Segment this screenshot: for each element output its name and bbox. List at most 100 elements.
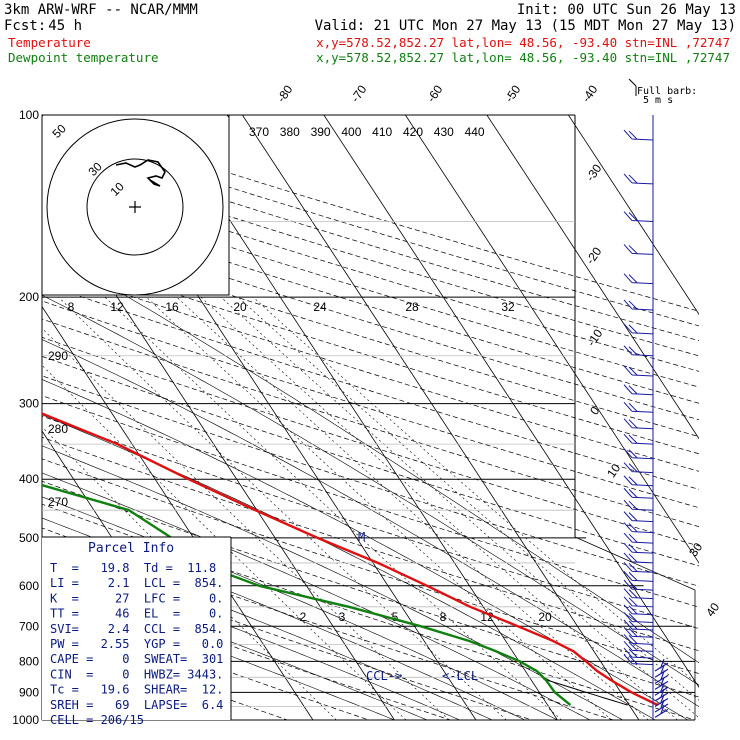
wind-barb-icon [623,448,654,460]
mixing-ratio-label: 32 [501,300,515,314]
wind-barb-icon [623,579,654,591]
isotherm-label: -20 [583,244,605,267]
wind-barb-icon [623,634,654,645]
wind-barb-icon [623,588,654,600]
m-marker: M [358,530,365,544]
barb-legend-icon [628,78,637,96]
hodograph-trace [115,159,166,187]
wind-barb-icon [654,699,669,713]
wind-barb-icon [623,323,654,335]
moist-adiabat [42,496,558,720]
init-time: Init: 00 UTC Sun 26 May 13 [517,2,736,18]
isotherm-label: 10 [604,461,623,480]
wind-barb-icon [654,677,669,690]
moist-adiabat [42,472,591,720]
isotherm [323,115,699,688]
dry-adiabat [42,265,699,472]
mixing-ratio-label: 12 [110,300,124,314]
pressure-tick-label: 100 [19,108,39,122]
wind-barb-icon [654,688,669,702]
dry-adiabat [42,458,699,674]
pressure-tick-label: 200 [19,290,39,304]
model-title: 3km ARW-WRF -- NCAR/MMM [4,2,198,18]
theta-e-label: 380 [280,125,300,139]
wind-barb-icon [623,571,654,582]
mixing-ratio-label: 20 [538,610,552,624]
hodograph-center-icon [129,201,141,213]
ccl-marker: CCL-> [366,669,402,683]
wind-barb-icon [623,626,654,638]
parcel-info-row: CIN = 0 HWBZ= 3443. [50,667,223,681]
wind-barb-icon [623,299,654,311]
dew-legend-label: Dewpoint temperature [8,50,159,65]
fcst-label: Fcst: [4,18,46,34]
theta-e-label: 410 [372,125,392,139]
hodograph-ring-10 [86,158,184,256]
parcel-info-title: Parcel Info [88,541,174,556]
barb-note-1: Full barb: [637,86,697,97]
theta-e-label: 440 [465,125,485,139]
isotherm [568,115,699,315]
isotherm-label: -40 [579,82,601,105]
parcel-info-row: TT = 46 EL = 0. [50,607,223,621]
wind-barb-icon [623,596,654,608]
isotherm-label: -70 [348,82,370,105]
pressure-tick-label: 900 [19,685,39,699]
isotherm-label: -50 [502,82,524,105]
parcel-path [542,678,628,706]
isotherm-label: -10 [584,326,606,349]
pressure-tick-label: 500 [19,531,39,545]
parcel-info-row: SREH = 69 LAPSE= 6.4 [50,698,223,712]
parcel-info-row: K = 27 LFC = 0. [50,591,223,605]
wind-barb-icon [623,640,654,652]
mixing-ratio-label: 16 [165,300,179,314]
wind-barb-icon [623,647,654,659]
theta-e-label: 430 [434,125,454,139]
wind-barb-icon [654,658,669,672]
parcel-info-row: CELL = 206/15 [50,713,144,727]
dry-adiabat [42,318,699,528]
fcst-value: 45 h [48,18,82,34]
mixing-ratio-label: 3 [339,610,346,624]
wind-barb-icon [623,173,654,185]
wind-barb-icon [623,522,654,534]
wind-barb-icon [623,129,654,141]
isotherm [242,115,640,720]
mixing-ratio-line [58,296,507,720]
theta-label: 280 [48,422,68,436]
pressure-tick-label: 1000 [12,713,39,727]
theta-e-label: 420 [403,125,423,139]
wind-barb-icon [654,694,669,708]
dry-adiabat [42,503,695,720]
mixing-ratio-label: 28 [405,300,419,314]
dry-adiabat [42,248,699,455]
wind-barb-icon [623,654,654,666]
dry-adiabat [42,282,699,490]
wind-barb-icon [623,273,654,285]
wind-barb-icon [654,665,669,678]
isotherm [405,115,699,564]
parcel-info-row: T = 19.8 Td = 11.8 [50,561,216,575]
barb-note-2: 5 m s [643,95,673,106]
dry-adiabat [42,126,699,327]
mixing-ratio-line [252,296,699,686]
plot-boundary [574,536,696,720]
wind-barb-icon [623,604,654,616]
pressure-tick-label: 700 [19,619,39,633]
mixing-ratio-label: 24 [313,300,327,314]
hodograph-ring-30 [46,118,224,295]
wind-barb-icon [623,211,654,223]
wind-barb-icon [623,384,654,396]
sounding-series [42,412,659,707]
wind-barb-icon [623,433,654,445]
parcel-info-box: Parcel Info T = 19.8 Td = 11.8LI = 2.1 L… [42,536,232,727]
parcel-info-row: Tc = 19.6 SHEAR= 12. [50,683,223,697]
wind-barb-icon [654,705,669,718]
dewpoint-line [42,483,572,707]
dry-adiabat [42,415,699,630]
dry-adiabat [42,300,699,509]
wind-barb-icon [623,499,654,511]
dew-legend-info: x,y=578.52,852.27 lat,lon= 48.56, -93.40… [316,50,730,65]
isotherm-label: 40 [703,600,722,619]
